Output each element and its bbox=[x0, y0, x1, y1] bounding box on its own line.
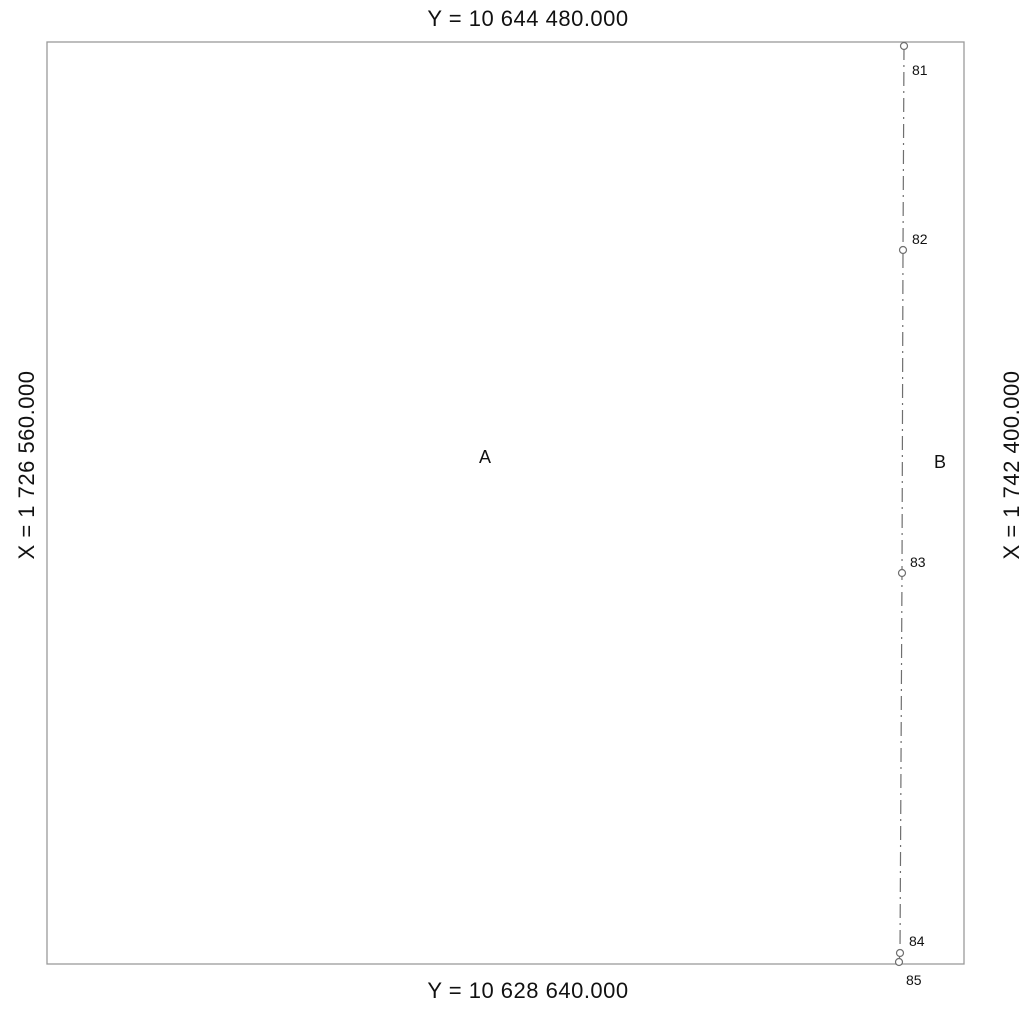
point-label-85: 85 bbox=[906, 972, 922, 988]
point-label-82: 82 bbox=[912, 231, 928, 247]
point-label-84: 84 bbox=[909, 933, 925, 949]
top-y-coordinate: Y = 10 644 480.000 bbox=[427, 6, 629, 31]
boundary-marker-83 bbox=[897, 568, 907, 578]
bottom-y-coordinate: Y = 10 628 640.000 bbox=[427, 978, 629, 1003]
area-label-a: A bbox=[479, 447, 491, 467]
point-label-83: 83 bbox=[910, 554, 926, 570]
boundary-marker-group bbox=[894, 41, 909, 967]
area-label-b: B bbox=[934, 452, 946, 472]
boundary-marker-84 bbox=[895, 948, 905, 958]
boundary-marker-85 bbox=[894, 957, 904, 967]
boundary-marker-81 bbox=[899, 41, 909, 51]
boundary-marker-82 bbox=[898, 245, 908, 255]
point-label-81: 81 bbox=[912, 62, 928, 78]
boundary-line bbox=[898, 45, 905, 963]
plan-frame bbox=[46, 41, 965, 965]
